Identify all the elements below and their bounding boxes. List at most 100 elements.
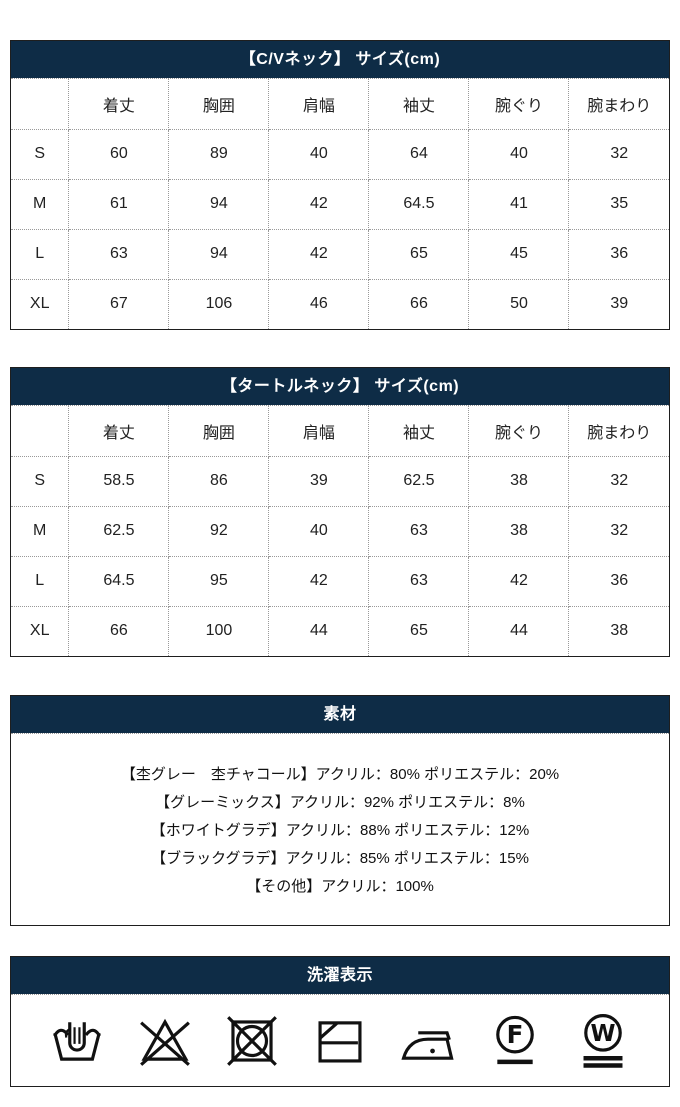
measurement-cell: 89	[168, 128, 270, 180]
iron-low-heat-icon	[399, 1012, 457, 1070]
column-header: 着丈	[68, 406, 170, 457]
measurement-cell: 65	[368, 228, 470, 280]
measurement-cell: 95	[168, 555, 270, 607]
measurement-cell: 41	[468, 178, 570, 230]
material-line: 【グレーミックス】アクリル：92% ポリエステル：8%	[155, 794, 525, 811]
table-row-l: L 64.5 95 42 63 42 36	[11, 555, 669, 607]
measurement-cell: 50	[468, 278, 570, 329]
column-header: 肩幅	[268, 406, 370, 457]
measurement-cell: 40	[468, 128, 570, 180]
material-line: 【ブラックグラデ】アクリル：85% ポリエステル：15%	[151, 850, 529, 867]
measurement-cell: 86	[168, 455, 270, 507]
hand-wash-icon	[48, 1012, 106, 1070]
measurement-cell: 62.5	[368, 455, 470, 507]
size-label: XL	[11, 278, 70, 329]
column-header: 胸囲	[168, 406, 270, 457]
table-row-s: S 58.5 86 39 62.5 38 32	[11, 455, 669, 507]
measurement-cell: 64.5	[68, 555, 170, 607]
measurement-cell: 36	[568, 555, 669, 607]
dry-clean-f-icon: F	[486, 1012, 544, 1070]
measurement-cell: 42	[468, 555, 570, 607]
measurement-cell: 46	[268, 278, 370, 329]
column-header: 胸囲	[168, 79, 270, 130]
measurement-cell: 42	[268, 228, 370, 280]
size-table-section-turtleneck: 【タートルネック】 サイズ(cm) 着丈 胸囲 肩幅 袖丈 腕ぐり 腕まわり	[10, 367, 670, 657]
size-table-section-cv-neck: 【C/Vネック】 サイズ(cm) 着丈 胸囲 肩幅 袖丈 腕ぐり 腕まわり	[10, 40, 670, 330]
column-header: 袖丈	[368, 79, 470, 130]
material-line: 【ホワイトグラデ】アクリル：88% ポリエステル：12%	[150, 822, 530, 839]
column-header: 着丈	[68, 79, 170, 130]
size-label: S	[11, 455, 70, 507]
measurement-cell: 40	[268, 128, 370, 180]
column-header: 腕まわり	[568, 79, 669, 130]
measurement-cell: 38	[468, 505, 570, 557]
column-header-row: 着丈 胸囲 肩幅 袖丈 腕ぐり 腕まわり	[11, 79, 669, 130]
measurement-cell: 32	[568, 128, 669, 180]
measurement-cell: 44	[468, 605, 570, 656]
measurement-cell: 106	[168, 278, 270, 329]
wet-clean-letter: W	[591, 1021, 616, 1047]
size-table: 着丈 胸囲 肩幅 袖丈 腕ぐり 腕まわり S 58.5 86 39 62.5 3…	[11, 406, 669, 656]
corner-cell	[11, 406, 70, 457]
measurement-cell: 63	[368, 505, 470, 557]
measurement-cell: 35	[568, 178, 669, 230]
size-label: S	[11, 128, 70, 180]
do-not-tumble-dry-icon	[223, 1012, 281, 1070]
measurement-cell: 32	[568, 455, 669, 507]
measurement-cell: 64.5	[368, 178, 470, 230]
column-header: 腕ぐり	[468, 79, 570, 130]
column-header: 腕ぐり	[468, 406, 570, 457]
size-table-title: 【タートルネック】 サイズ(cm)	[11, 368, 669, 405]
measurement-cell: 42	[268, 555, 370, 607]
table-row-s: S 60 89 40 64 40 32	[11, 128, 669, 180]
measurement-cell: 63	[68, 228, 170, 280]
measurement-cell: 32	[568, 505, 669, 557]
measurement-cell: 64	[368, 128, 470, 180]
column-header: 袖丈	[368, 406, 470, 457]
material-line: 【杢グレー 杢チャコール】アクリル：80% ポリエステル：20%	[120, 766, 560, 783]
flat-dry-in-shade-icon	[311, 1012, 369, 1070]
material-section: 素材 【杢グレー 杢チャコール】アクリル：80% ポリエステル：20% 【グレー…	[10, 695, 670, 926]
corner-cell	[11, 79, 70, 130]
column-header-row: 着丈 胸囲 肩幅 袖丈 腕ぐり 腕まわり	[11, 406, 669, 457]
measurement-cell: 38	[568, 605, 669, 656]
size-label: L	[11, 228, 70, 280]
measurement-cell: 66	[68, 605, 170, 656]
measurement-cell: 61	[68, 178, 170, 230]
column-header: 肩幅	[268, 79, 370, 130]
measurement-cell: 58.5	[68, 455, 170, 507]
measurement-cell: 100	[168, 605, 270, 656]
measurement-cell: 45	[468, 228, 570, 280]
measurement-cell: 39	[268, 455, 370, 507]
material-line: 【その他】アクリル：100%	[246, 878, 434, 895]
measurement-cell: 39	[568, 278, 669, 329]
measurement-cell: 94	[168, 178, 270, 230]
measurement-cell: 66	[368, 278, 470, 329]
measurement-cell: 36	[568, 228, 669, 280]
do-not-bleach-icon	[136, 1012, 194, 1070]
material-title: 素材	[11, 696, 669, 733]
size-label: M	[11, 505, 70, 557]
table-row-m: M 61 94 42 64.5 41 35	[11, 178, 669, 230]
measurement-cell: 94	[168, 228, 270, 280]
measurement-cell: 62.5	[68, 505, 170, 557]
measurement-cell: 65	[368, 605, 470, 656]
size-label: XL	[11, 605, 70, 656]
table-row-l: L 63 94 42 65 45 36	[11, 228, 669, 280]
table-row-xl: XL 67 106 46 66 50 39	[11, 278, 669, 329]
column-header: 腕まわり	[568, 406, 669, 457]
care-title: 洗濯表示	[11, 957, 669, 994]
dry-clean-letter: F	[507, 1019, 524, 1048]
size-table: 着丈 胸囲 肩幅 袖丈 腕ぐり 腕まわり S 60 89 40 64 40 32	[11, 79, 669, 329]
size-label: M	[11, 178, 70, 230]
measurement-cell: 63	[368, 555, 470, 607]
table-row-m: M 62.5 92 40 63 38 32	[11, 505, 669, 557]
measurement-cell: 92	[168, 505, 270, 557]
wet-clean-w-icon: W	[574, 1012, 632, 1070]
size-table-title: 【C/Vネック】 サイズ(cm)	[11, 41, 669, 78]
size-label: L	[11, 555, 70, 607]
measurement-cell: 38	[468, 455, 570, 507]
measurement-cell: 67	[68, 278, 170, 329]
care-section: 洗濯表示	[10, 956, 670, 1087]
